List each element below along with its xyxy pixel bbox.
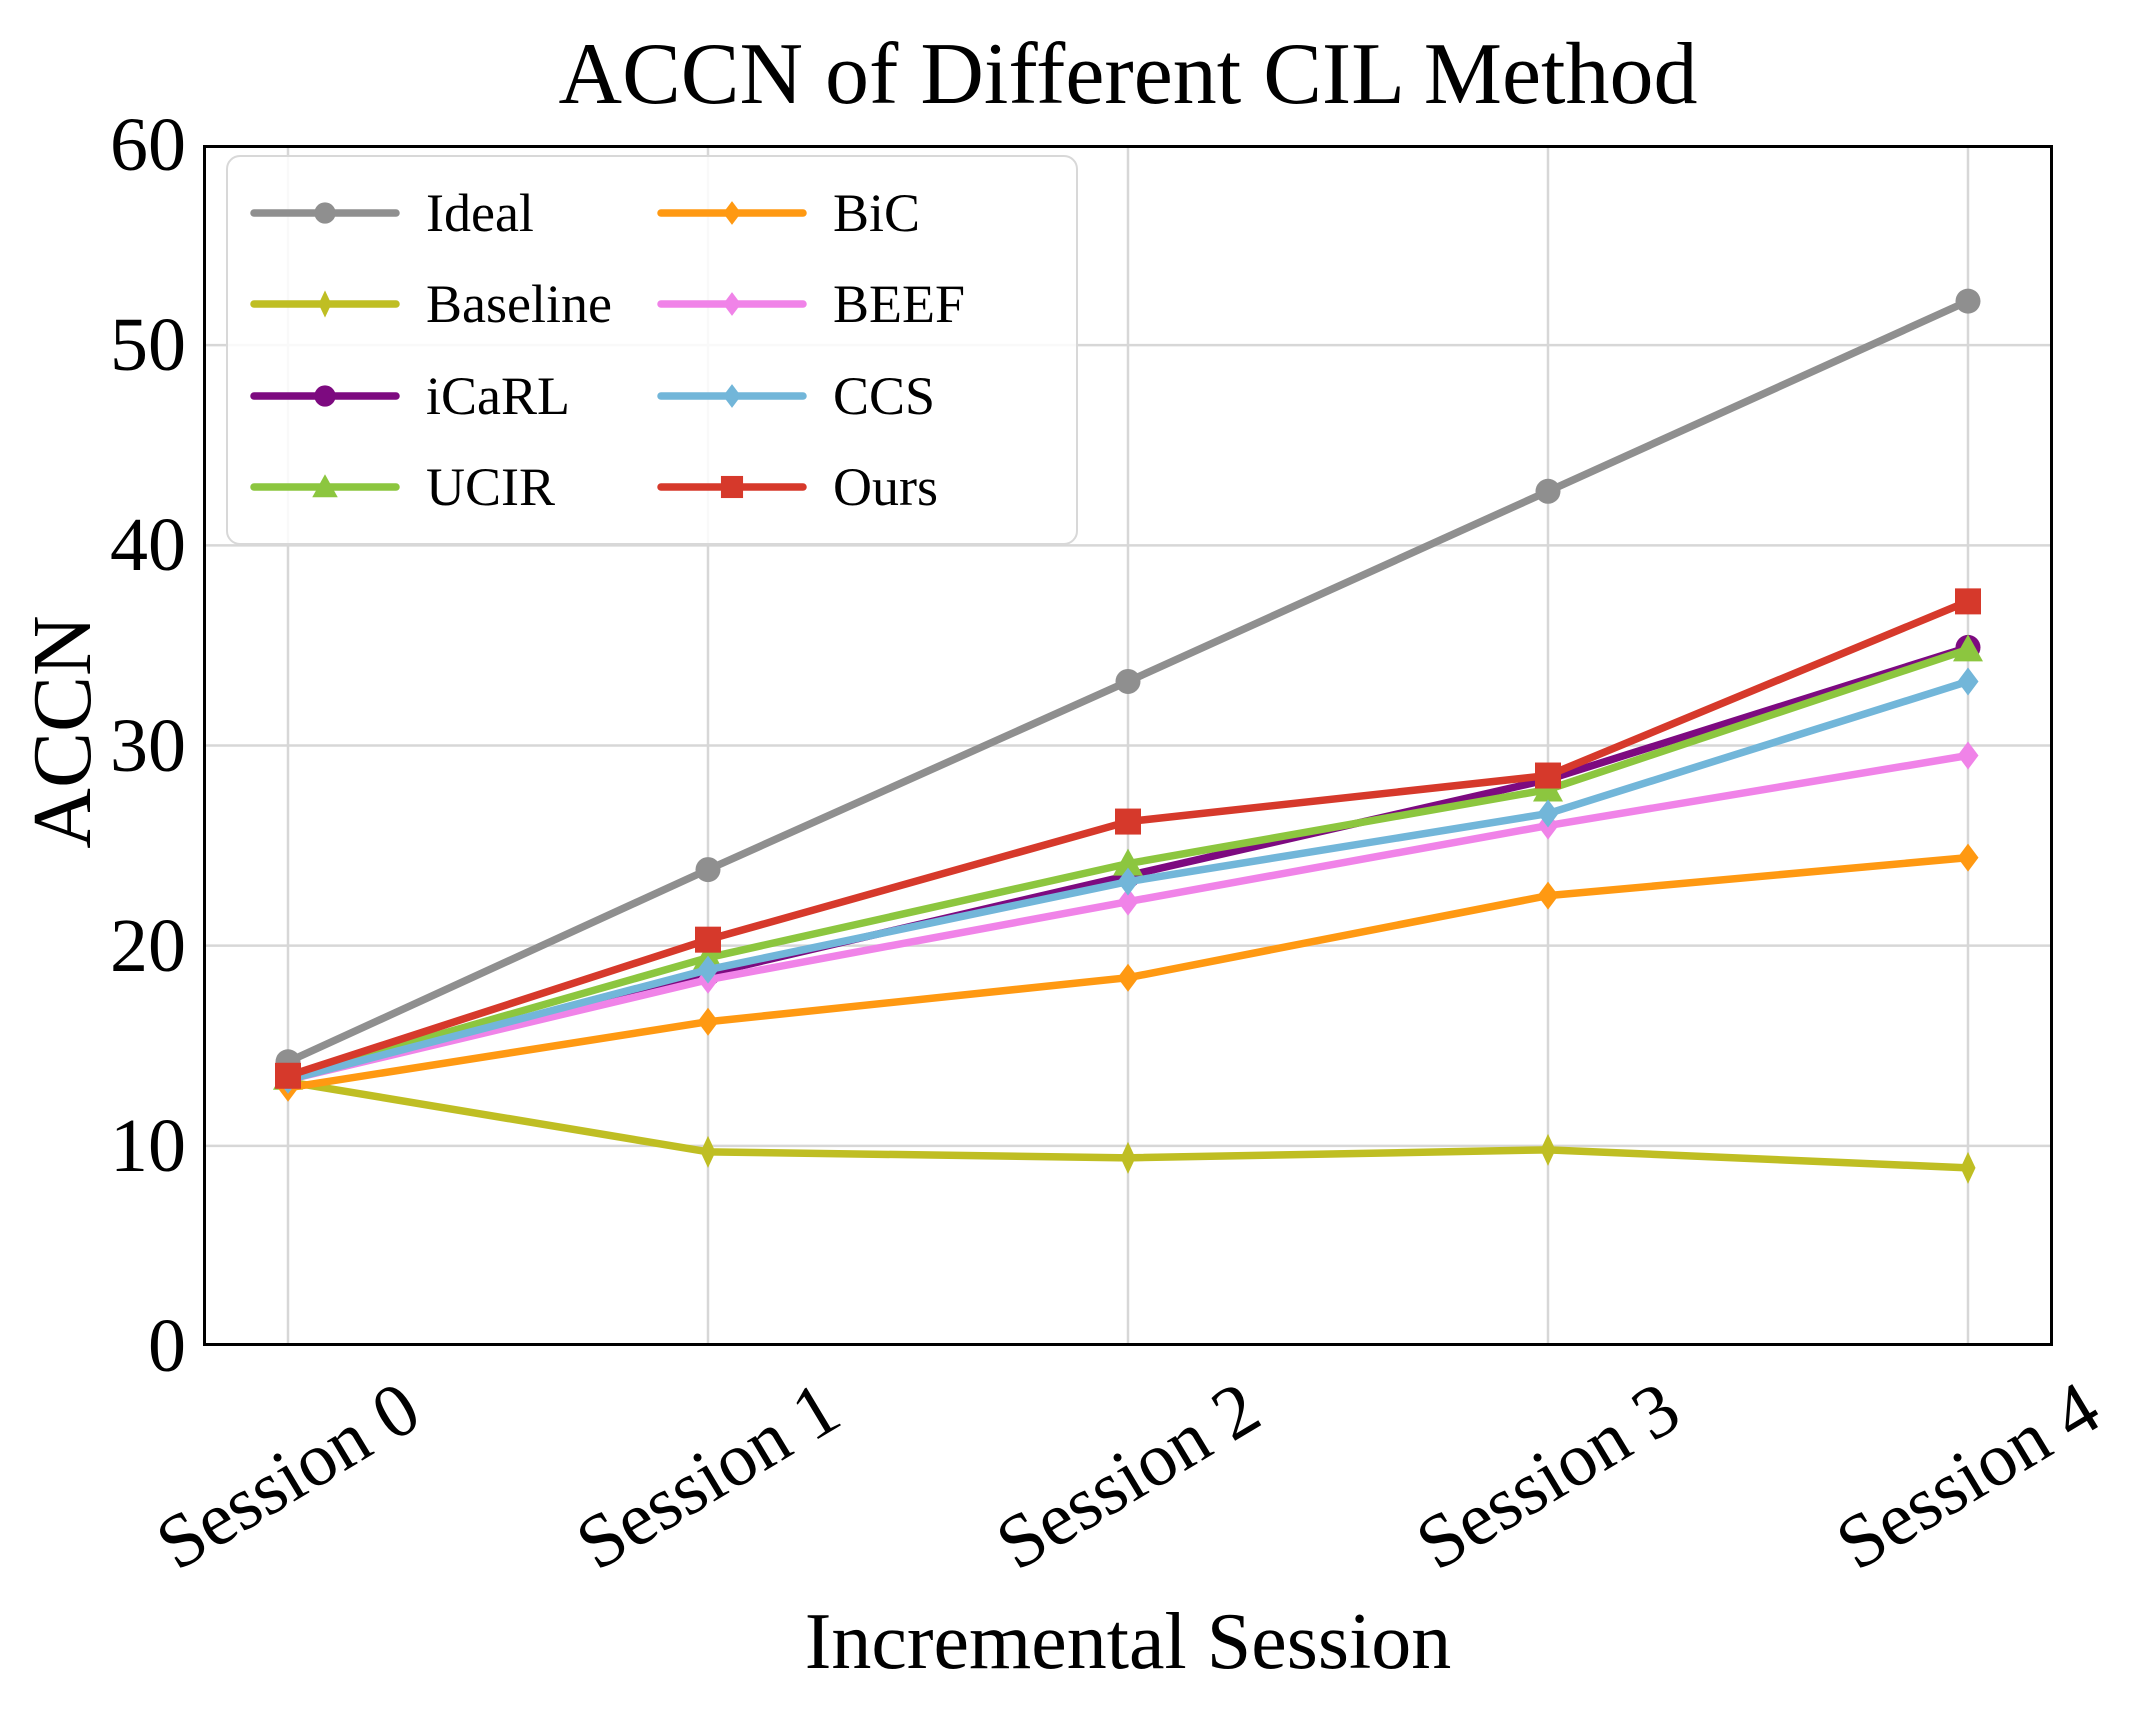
y-tick-label-10: 10 xyxy=(110,1103,186,1188)
x-tick-label-2: Session 2 xyxy=(982,1365,1274,1587)
y-tick-label-50: 50 xyxy=(110,303,186,388)
legend-item-Ours: Ours xyxy=(657,442,1054,534)
legend-label-Ours: Ours xyxy=(833,457,938,518)
legend-label-BEEF: BEEF xyxy=(833,274,966,335)
plot-area xyxy=(203,145,2053,1346)
legend-marker-UCIR xyxy=(250,474,400,498)
legend-marker-Baseline xyxy=(250,290,400,318)
legend-label-Baseline: Baseline xyxy=(426,274,612,335)
chart-title: ACCN of Different CIL Method xyxy=(558,26,1698,123)
x-axis-label: Incremental Session xyxy=(804,1598,1452,1686)
series-markers-Ours xyxy=(275,588,1981,1089)
y-tick-label-30: 30 xyxy=(110,703,186,788)
legend-item-BEEF: BEEF xyxy=(657,259,1054,351)
legend-item-UCIR: UCIR xyxy=(250,442,647,534)
x-tick-label-1: Session 1 xyxy=(562,1365,854,1587)
y-tick-label-20: 20 xyxy=(110,903,186,988)
y-tick-label-40: 40 xyxy=(110,503,186,588)
legend-item-BiC: BiC xyxy=(657,167,1054,259)
legend-marker-BiC xyxy=(657,200,807,225)
plot-border xyxy=(203,145,2053,1346)
legend-item-Baseline: Baseline xyxy=(250,259,647,351)
legend-item-Ideal: Ideal xyxy=(250,167,647,259)
series-markers-BiC xyxy=(277,843,1979,1102)
x-tick-label-3: Session 3 xyxy=(1402,1365,1694,1587)
legend-marker-Ours xyxy=(657,476,807,499)
legend-marker-BEEF xyxy=(657,292,807,317)
legend-marker-CCS xyxy=(657,383,807,408)
series-BiC xyxy=(277,843,1979,1102)
legend-label-CCS: CCS xyxy=(833,365,936,426)
x-tick-label-4: Session 4 xyxy=(1822,1365,2114,1587)
legend-label-Ideal: Ideal xyxy=(426,182,534,243)
legend-label-BiC: BiC xyxy=(833,182,921,243)
legend-item-iCaRL: iCaRL xyxy=(250,350,647,442)
legend-label-iCaRL: iCaRL xyxy=(426,365,570,426)
legend-label-UCIR: UCIR xyxy=(426,457,556,518)
y-tick-label-60: 60 xyxy=(110,103,186,187)
legend-item-CCS: CCS xyxy=(657,350,1054,442)
legend: Ideal Baseline iCaRL UCIR BiC BEEF CCS Ours xyxy=(226,155,1078,545)
series-Ours xyxy=(275,588,1981,1089)
legend-marker-iCaRL xyxy=(250,385,400,407)
legend-marker-Ideal xyxy=(250,202,400,224)
y-tick-label-0: 0 xyxy=(148,1304,186,1388)
